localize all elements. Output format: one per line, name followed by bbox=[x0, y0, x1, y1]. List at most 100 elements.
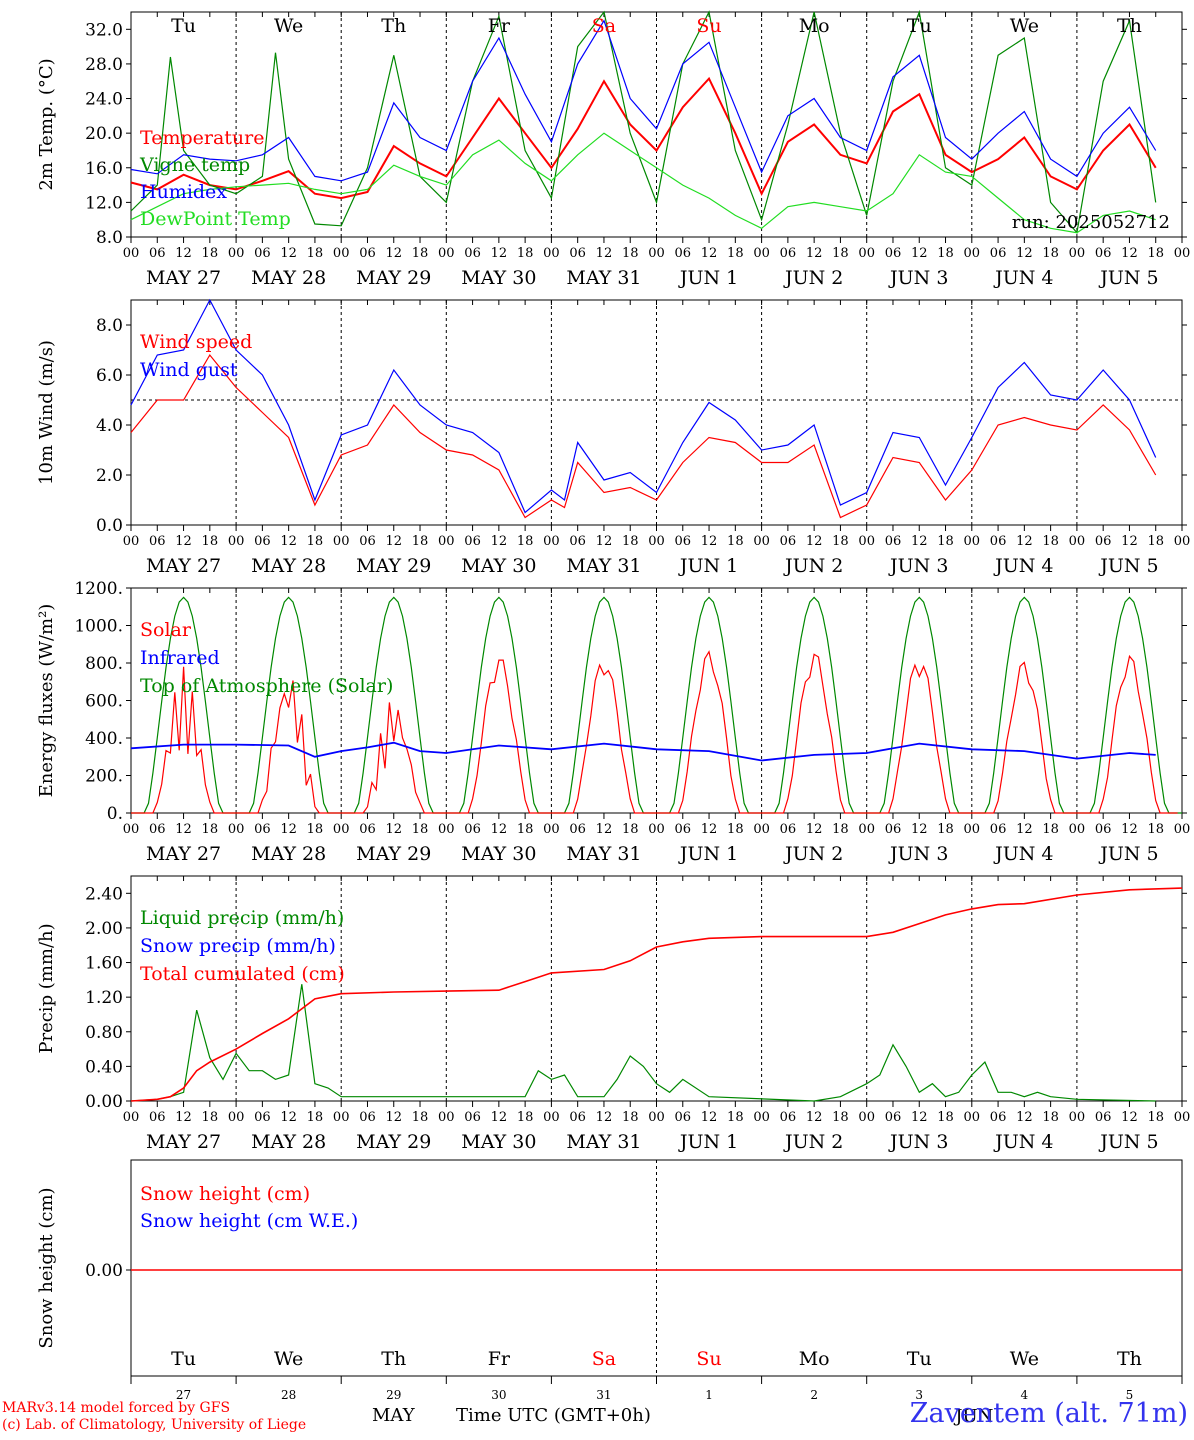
panel-frame-2 bbox=[130, 587, 1183, 814]
hour-tick-label: 00 bbox=[964, 534, 981, 549]
y-axis-title: Precip (mm/h) bbox=[36, 923, 57, 1053]
hour-tick-label: 12 bbox=[280, 246, 297, 261]
day-number: 29 bbox=[386, 1388, 401, 1402]
weekday-label: We bbox=[1010, 1348, 1039, 1370]
hour-tick-label: 18 bbox=[1042, 1110, 1059, 1125]
hour-tick-label: 18 bbox=[412, 822, 429, 837]
hour-tick-label: 12 bbox=[1016, 822, 1033, 837]
hour-tick-label: 18 bbox=[307, 534, 324, 549]
date-label: MAY 27 bbox=[146, 267, 221, 289]
hour-tick-label: 12 bbox=[806, 1110, 823, 1125]
hour-tick-label: 06 bbox=[254, 1110, 271, 1125]
date-label: JUN 4 bbox=[993, 267, 1053, 289]
date-label: MAY 31 bbox=[566, 267, 641, 289]
date-label: MAY 29 bbox=[356, 267, 431, 289]
hour-tick-label: 18 bbox=[1147, 1110, 1164, 1125]
hour-tick-label: 18 bbox=[1147, 534, 1164, 549]
hour-tick-label: 06 bbox=[885, 822, 902, 837]
hour-tick-label: 12 bbox=[175, 822, 192, 837]
legend-vigne-temp: Vigne temp bbox=[139, 154, 250, 176]
day-number: 30 bbox=[491, 1388, 506, 1402]
hour-tick-label: 06 bbox=[149, 534, 166, 549]
y-axis-title: Snow height (cm) bbox=[36, 1187, 57, 1348]
y-tick-label: 1000. bbox=[74, 617, 123, 637]
date-label: MAY 30 bbox=[461, 1131, 536, 1153]
hour-tick-label: 00 bbox=[1069, 534, 1086, 549]
hour-tick-label: 18 bbox=[307, 1110, 324, 1125]
hour-tick-label: 06 bbox=[1095, 822, 1112, 837]
weekday-label: Tu bbox=[907, 15, 932, 37]
x-axis-title: Time UTC (GMT+0h) bbox=[456, 1405, 651, 1426]
date-label: JUN 3 bbox=[888, 267, 948, 289]
weekday-label: We bbox=[274, 1348, 303, 1370]
hour-tick-label: 18 bbox=[517, 822, 534, 837]
hour-tick-label: 18 bbox=[832, 246, 849, 261]
hour-tick-label: 06 bbox=[359, 822, 376, 837]
hour-tick-label: 12 bbox=[596, 534, 613, 549]
day-number: 1 bbox=[705, 1388, 713, 1402]
series-liquid-precip bbox=[130, 984, 1156, 1102]
legend-humidex: Humidex bbox=[140, 181, 227, 203]
hour-tick-label: 00 bbox=[438, 246, 455, 261]
series-wind-speed bbox=[130, 353, 1157, 519]
hour-tick-label: 06 bbox=[359, 534, 376, 549]
y-tick-label: 1.20 bbox=[85, 988, 123, 1008]
hour-tick-label: 00 bbox=[123, 534, 140, 549]
date-label: MAY 28 bbox=[251, 267, 326, 289]
weekday-label: Th bbox=[381, 1348, 406, 1370]
hour-tick-label: 00 bbox=[753, 1110, 770, 1125]
y-tick-label: 4.0 bbox=[96, 416, 123, 436]
hour-tick-label: 00 bbox=[228, 534, 245, 549]
hour-tick-label: 00 bbox=[964, 822, 981, 837]
y-tick-label: 0.00 bbox=[85, 1261, 123, 1281]
y-axis-title: 2m Temp. (°C) bbox=[36, 58, 57, 190]
hour-tick-label: 00 bbox=[964, 246, 981, 261]
day-number: 4 bbox=[1021, 1388, 1029, 1402]
hour-tick-label: 00 bbox=[438, 1110, 455, 1125]
hour-tick-label: 06 bbox=[990, 246, 1007, 261]
hour-tick-label: 12 bbox=[1016, 1110, 1033, 1125]
hour-tick-label: 06 bbox=[780, 1110, 797, 1125]
hour-tick-label: 06 bbox=[569, 1110, 586, 1125]
series-vigne-temp bbox=[130, 9, 1157, 235]
hour-tick-label: 00 bbox=[858, 534, 875, 549]
date-label: MAY 27 bbox=[146, 555, 221, 577]
hour-tick-label: 00 bbox=[123, 822, 140, 837]
hour-tick-label: 06 bbox=[990, 534, 1007, 549]
date-label: JUN 2 bbox=[783, 267, 843, 289]
date-label: JUN 3 bbox=[888, 843, 948, 865]
hour-tick-label: 06 bbox=[780, 534, 797, 549]
hour-tick-label: 12 bbox=[385, 822, 402, 837]
legend-total-cumulated-cm-: Total cumulated (cm) bbox=[140, 963, 345, 985]
hour-tick-label: 06 bbox=[885, 1110, 902, 1125]
series-wind-gust bbox=[130, 298, 1157, 514]
hour-tick-label: 18 bbox=[412, 534, 429, 549]
hour-tick-label: 12 bbox=[701, 246, 718, 261]
hour-tick-label: 06 bbox=[254, 822, 271, 837]
hour-tick-label: 12 bbox=[175, 1110, 192, 1125]
date-label: MAY 30 bbox=[461, 843, 536, 865]
hour-tick-label: 06 bbox=[464, 822, 481, 837]
hour-tick-label: 18 bbox=[832, 822, 849, 837]
hour-tick-label: 00 bbox=[543, 822, 560, 837]
y-tick-label: 28.0 bbox=[85, 55, 123, 75]
date-label: JUN 1 bbox=[678, 1131, 738, 1153]
series-dewpoint-temp bbox=[130, 132, 1156, 234]
date-label: JUN 4 bbox=[993, 555, 1053, 577]
y-tick-label: 6.0 bbox=[96, 366, 123, 386]
hour-tick-label: 12 bbox=[806, 534, 823, 549]
hour-tick-label: 00 bbox=[1174, 534, 1191, 549]
hour-tick-label: 18 bbox=[622, 534, 639, 549]
hour-tick-label: 00 bbox=[1069, 246, 1086, 261]
hour-tick-label: 18 bbox=[937, 246, 954, 261]
hour-tick-label: 18 bbox=[1147, 822, 1164, 837]
hour-tick-label: 00 bbox=[1174, 822, 1191, 837]
hour-tick-label: 00 bbox=[1069, 822, 1086, 837]
hour-tick-label: 06 bbox=[359, 246, 376, 261]
y-tick-label: 20.0 bbox=[85, 124, 123, 144]
hour-tick-label: 00 bbox=[228, 246, 245, 261]
weekday-label: Mo bbox=[799, 15, 830, 37]
weekday-label: Tu bbox=[171, 1348, 196, 1370]
hour-tick-label: 18 bbox=[1147, 246, 1164, 261]
